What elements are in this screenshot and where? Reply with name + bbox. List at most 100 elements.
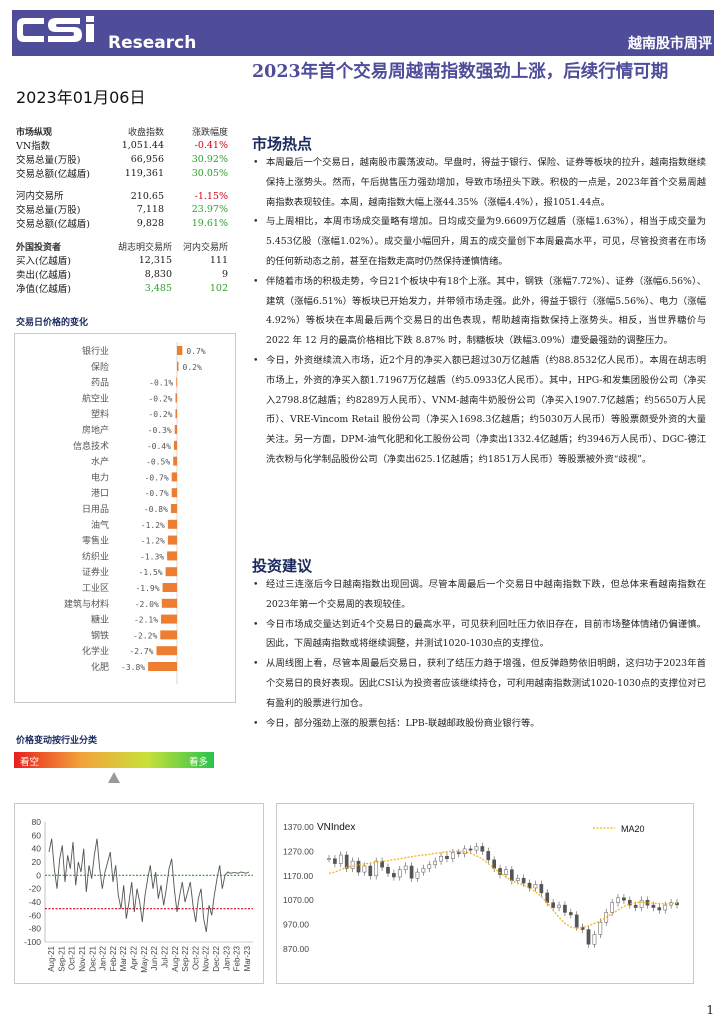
vni-candle-body	[409, 865, 414, 879]
vni-candle-body	[509, 869, 514, 881]
vni-candle-body	[551, 902, 555, 908]
market-row-name: 河内交易所	[16, 191, 64, 202]
sector-bar	[173, 440, 177, 450]
osc-xtick-label: May-22	[140, 945, 149, 972]
sector-value-label: -2.7%	[129, 647, 153, 656]
bullet-item: 今日市场成交量达到近4个交易日的最高水平，可见获利回吐压力依旧存在，目前市场整体…	[252, 615, 706, 655]
market-row-value: 7,118	[136, 203, 164, 215]
osc-xtick-label: Feb-22	[109, 945, 118, 971]
sector-category-label: 化肥	[91, 661, 109, 673]
sector-value-label: -2.1%	[134, 616, 158, 625]
osc-xtick-label: Jan-22	[99, 945, 108, 970]
osc-xtick-label: Oct-22	[191, 945, 200, 970]
sector-chart-frame: 银行业 0.7% 保险 0.2% 药品 -0.1% 航空业 -0.2% 塑料 -0.2% 房地产 -0…	[14, 333, 236, 703]
vnindex-chart-frame: 1370.00 1270.00 1170.00 1070.00 970.00 870.00…	[276, 803, 694, 984]
vni-candle-body	[338, 854, 343, 864]
vni-candle-body	[515, 877, 520, 881]
sector-value-label: 0.2%	[183, 363, 202, 372]
sector-category-label: 化学业	[82, 645, 109, 657]
market-row-change: 23.97%	[191, 203, 228, 215]
osc-xtick-label: Mar-22	[119, 945, 128, 971]
vni-ytick-label: 870.00	[283, 944, 309, 954]
market-row-value: 9,828	[136, 217, 164, 229]
sector-category-label: 钢铁	[91, 629, 109, 641]
sector-category-label: 保险	[91, 361, 109, 373]
bullish-label: 看多	[188, 757, 208, 768]
sector-category-label: 港口	[91, 487, 109, 499]
sector-bar	[161, 614, 177, 624]
osc-xtick-label: Nov-22	[202, 945, 211, 971]
osc-ytick-label: -100	[24, 937, 41, 947]
sentiment-gauge: 看空 看多	[14, 752, 214, 768]
osc-xtick-label: Mar-23	[243, 945, 252, 971]
vni-ytick-label: 1170.00	[283, 871, 313, 881]
vni-ytick-label: 1070.00	[283, 895, 314, 905]
sector-category-label: 航空业	[82, 392, 109, 404]
sector-bar	[173, 456, 177, 466]
bullet-item: 与上周相比，本周市场成交量略有增加。日均成交量为9.6609万亿越盾（涨幅1.6…	[252, 212, 706, 271]
vni-candle-body	[439, 855, 443, 862]
market-row: 交易总量(万股) 7,118 23.97%	[16, 202, 228, 217]
vni-candle-body	[344, 854, 349, 869]
oscillator-chart-frame: 80 60 40 20 0 -20 -40 -60 -80 -100 Aug-21 Sep-21 Oct…	[14, 803, 264, 984]
sector-bar	[156, 646, 177, 656]
bearish-label: 看空	[20, 757, 40, 768]
vni-candle-body	[663, 904, 668, 911]
sector-value-label: -1.2%	[141, 521, 165, 530]
ma20-legend-label: MA20	[621, 824, 645, 834]
sector-value-label: -3.8%	[121, 663, 145, 672]
col-close: 收盘指数	[127, 127, 164, 138]
vni-candle-body	[362, 865, 367, 873]
sector-bar	[167, 519, 177, 529]
advice-list: 经过三连涨后今日越南指数出现回调。尽管本周最后一个交易日中越南指数下跌，但总体来…	[252, 575, 706, 733]
foreign-row: 净值(亿越盾) 3,485 102	[16, 281, 228, 296]
osc-ytick-label: -20	[29, 884, 42, 894]
osc-ytick-label: 20	[32, 857, 42, 867]
sector-bar	[167, 535, 177, 545]
osc-ytick-label: -40	[29, 897, 42, 907]
vni-candle-body	[356, 860, 361, 873]
vni-candle-body	[433, 860, 438, 866]
sector-category-label: 零售业	[82, 535, 109, 547]
vni-candle-body	[486, 851, 491, 861]
vni-candle-body	[333, 858, 337, 864]
osc-xtick-label: Aug-21	[47, 945, 56, 971]
foreign-row-hn: 111	[209, 254, 228, 266]
vni-candle-body	[480, 846, 485, 852]
osc-ytick-label: -60	[29, 910, 42, 920]
vni-candle-body	[350, 860, 355, 869]
sector-chart-title: 交易日价格的变化	[16, 318, 89, 328]
market-row-change: 30.92%	[191, 153, 228, 165]
sector-bar-chart: 银行业 0.7% 保险 0.2% 药品 -0.1% 航空业 -0.2% 塑料 -0.2% 房地产 -0…	[64, 342, 206, 684]
sector-category-label: 塑料	[91, 408, 109, 420]
sector-value-label: -0.3%	[148, 426, 172, 435]
market-row-change: -0.41%	[194, 139, 228, 151]
sector-category-label: 日用品	[82, 504, 109, 515]
hot-list: 本周最后一个交易日，越南股市震荡波动。早盘时，得益于银行、保险、证券等板块的拉升…	[252, 153, 706, 470]
brand-name: Research	[108, 33, 197, 53]
vni-candle-body	[622, 897, 626, 901]
osc-xtick-label: Nov-21	[78, 945, 87, 971]
vni-candle-body	[397, 869, 402, 878]
page-number: 1	[706, 1003, 714, 1017]
sentiment-title: 价格变动按行业分类	[16, 736, 98, 746]
vni-ytick-label: 1270.00	[283, 846, 314, 856]
sector-value-label: -0.5%	[146, 458, 170, 467]
vnindex-line-chart: 1370.00 1270.00 1170.00 1070.00 970.00 870.00…	[283, 822, 679, 954]
osc-ytick-label: -80	[29, 924, 42, 934]
sector-bar	[175, 393, 177, 403]
vni-candle-body	[598, 921, 603, 935]
csi-logo-icon	[17, 16, 94, 42]
bullet-item: 今日，外资继续流入市场，近2个月的净买入额已超过30万亿越盾（约88.8532亿…	[252, 351, 706, 470]
sector-bar	[175, 409, 177, 419]
vni-candle-body	[568, 912, 573, 916]
vni-candle-body	[415, 871, 420, 879]
vni-candle-body	[539, 884, 544, 894]
sector-category-label: 证券业	[82, 566, 109, 578]
vni-candle-body	[427, 864, 432, 869]
sector-bar	[162, 583, 177, 592]
sector-bar	[177, 346, 183, 355]
sector-bar	[171, 488, 177, 498]
osc-xtick-label: Sep-21	[57, 945, 66, 971]
foreign-row: 卖出(亿越盾) 8,830 9	[16, 267, 228, 282]
